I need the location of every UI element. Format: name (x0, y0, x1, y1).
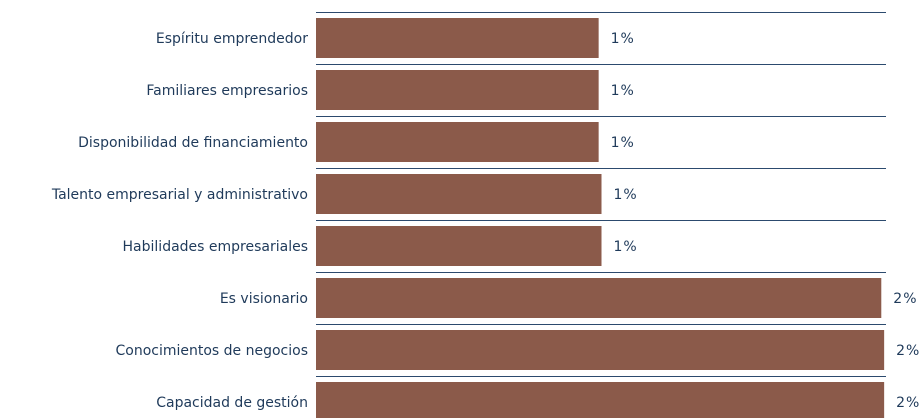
value-label: 1% (614, 187, 638, 203)
value-label: 2% (896, 395, 920, 411)
bar (316, 226, 602, 266)
category-label: Familiares empresarios (146, 83, 308, 99)
value-label: 2% (893, 291, 917, 307)
category-label: Capacidad de gestión (156, 395, 308, 411)
value-label: 1% (611, 83, 635, 99)
category-label: Talento empresarial y administrativo (51, 187, 308, 203)
bar (316, 330, 885, 370)
category-label: Es visionario (220, 291, 308, 307)
bar (316, 278, 882, 318)
bar (316, 70, 599, 110)
bar (316, 122, 599, 162)
category-label: Disponibilidad de financiamiento (78, 135, 308, 151)
bar (316, 382, 885, 418)
bar (316, 174, 602, 214)
value-label: 2% (896, 343, 920, 359)
category-label: Habilidades empresariales (123, 239, 308, 255)
category-label: Conocimientos de negocios (115, 343, 308, 359)
bar (316, 18, 599, 58)
value-label: 1% (611, 135, 635, 151)
category-label: Espíritu emprendedor (156, 31, 308, 47)
value-label: 1% (614, 239, 638, 255)
value-label: 1% (611, 31, 635, 47)
